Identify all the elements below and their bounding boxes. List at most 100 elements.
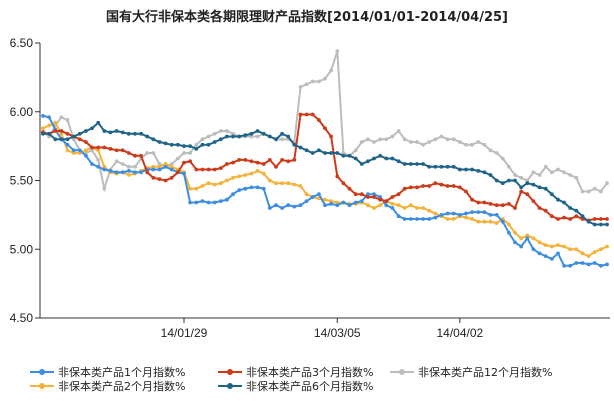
data-point-1m[interactable] <box>458 213 462 217</box>
data-point-12m[interactable] <box>304 82 309 87</box>
data-point-12m[interactable] <box>359 140 364 144</box>
data-point-2m[interactable] <box>169 164 174 169</box>
data-point-6m[interactable] <box>402 162 407 166</box>
data-point-6m[interactable] <box>525 181 530 186</box>
data-point-6m[interactable] <box>243 133 248 138</box>
data-point-1m[interactable] <box>568 263 573 268</box>
data-point-3m[interactable] <box>384 199 389 204</box>
data-point-12m[interactable] <box>231 131 235 136</box>
data-point-6m[interactable] <box>47 131 51 136</box>
data-point-2m[interactable] <box>267 178 272 183</box>
data-point-1m[interactable] <box>47 115 51 120</box>
data-point-12m[interactable] <box>96 158 101 162</box>
data-point-1m[interactable] <box>476 210 481 215</box>
data-point-6m[interactable] <box>176 142 180 147</box>
data-point-12m[interactable] <box>537 173 542 177</box>
data-point-3m[interactable] <box>605 217 609 221</box>
data-point-2m[interactable] <box>372 206 376 210</box>
data-point-1m[interactable] <box>562 263 566 268</box>
data-point-3m[interactable] <box>151 175 156 180</box>
data-point-1m[interactable] <box>286 203 291 208</box>
data-point-2m[interactable] <box>537 240 542 245</box>
data-point-6m[interactable] <box>310 151 315 155</box>
data-point-6m[interactable] <box>59 137 64 142</box>
data-point-1m[interactable] <box>65 142 70 147</box>
data-point-6m[interactable] <box>378 153 383 158</box>
data-point-6m[interactable] <box>90 126 94 131</box>
data-point-1m[interactable] <box>470 210 474 215</box>
data-point-1m[interactable] <box>329 202 333 206</box>
data-point-3m[interactable] <box>549 214 554 219</box>
data-point-3m[interactable] <box>408 185 413 190</box>
data-point-3m[interactable] <box>120 148 125 153</box>
data-point-1m[interactable] <box>378 195 383 199</box>
data-point-12m[interactable] <box>157 162 162 166</box>
data-point-3m[interactable] <box>390 195 395 199</box>
data-point-6m[interactable] <box>206 142 211 147</box>
data-point-3m[interactable] <box>280 158 284 162</box>
data-point-6m[interactable] <box>218 137 223 142</box>
data-point-3m[interactable] <box>231 160 235 165</box>
data-point-12m[interactable] <box>206 134 211 139</box>
data-point-6m[interactable] <box>169 142 174 147</box>
data-point-3m[interactable] <box>537 206 542 210</box>
data-point-1m[interactable] <box>292 204 297 209</box>
data-point-12m[interactable] <box>310 79 315 84</box>
data-point-1m[interactable] <box>243 186 248 191</box>
data-point-12m[interactable] <box>298 85 303 89</box>
data-point-6m[interactable] <box>543 186 548 191</box>
data-point-6m[interactable] <box>261 131 266 136</box>
data-point-12m[interactable] <box>126 164 131 169</box>
data-point-2m[interactable] <box>543 243 548 248</box>
data-point-2m[interactable] <box>378 203 383 208</box>
data-point-1m[interactable] <box>549 257 554 261</box>
data-point-6m[interactable] <box>255 129 260 133</box>
data-point-1m[interactable] <box>274 203 278 208</box>
data-point-2m[interactable] <box>599 247 603 252</box>
data-point-3m[interactable] <box>59 129 64 133</box>
data-point-6m[interactable] <box>114 129 119 133</box>
data-point-2m[interactable] <box>188 186 193 191</box>
data-point-1m[interactable] <box>341 200 346 205</box>
data-point-3m[interactable] <box>188 159 193 164</box>
data-point-12m[interactable] <box>323 76 327 81</box>
data-point-6m[interactable] <box>482 170 487 175</box>
data-point-1m[interactable] <box>298 203 303 208</box>
data-point-12m[interactable] <box>605 181 609 186</box>
data-point-1m[interactable] <box>605 262 609 267</box>
data-point-12m[interactable] <box>353 148 358 153</box>
data-point-12m[interactable] <box>396 129 401 133</box>
data-point-2m[interactable] <box>408 203 413 208</box>
data-point-1m[interactable] <box>194 200 199 205</box>
data-point-6m[interactable] <box>41 131 45 136</box>
data-point-3m[interactable] <box>77 137 82 142</box>
data-point-12m[interactable] <box>574 175 579 180</box>
data-point-1m[interactable] <box>537 251 542 256</box>
data-point-6m[interactable] <box>507 178 511 183</box>
data-point-2m[interactable] <box>525 233 530 238</box>
data-point-6m[interactable] <box>151 137 156 142</box>
data-point-1m[interactable] <box>439 213 444 217</box>
data-point-1m[interactable] <box>525 236 530 241</box>
data-point-6m[interactable] <box>286 134 291 139</box>
data-point-2m[interactable] <box>249 171 254 176</box>
data-point-12m[interactable] <box>402 137 407 142</box>
data-point-3m[interactable] <box>359 192 364 197</box>
data-point-3m[interactable] <box>366 195 370 199</box>
data-point-1m[interactable] <box>556 251 560 256</box>
data-point-6m[interactable] <box>421 162 425 166</box>
data-point-3m[interactable] <box>145 170 150 175</box>
data-point-1m[interactable] <box>507 230 511 235</box>
data-point-3m[interactable] <box>574 214 579 219</box>
data-point-2m[interactable] <box>488 219 493 224</box>
data-point-1m[interactable] <box>310 195 315 199</box>
data-point-12m[interactable] <box>470 142 474 147</box>
data-point-6m[interactable] <box>163 141 168 146</box>
data-point-1m[interactable] <box>317 192 321 197</box>
data-point-1m[interactable] <box>372 192 376 197</box>
data-point-6m[interactable] <box>133 131 137 136</box>
data-point-1m[interactable] <box>513 240 517 245</box>
data-point-6m[interactable] <box>494 178 499 183</box>
data-point-1m[interactable] <box>126 169 131 173</box>
data-point-1m[interactable] <box>421 217 425 221</box>
